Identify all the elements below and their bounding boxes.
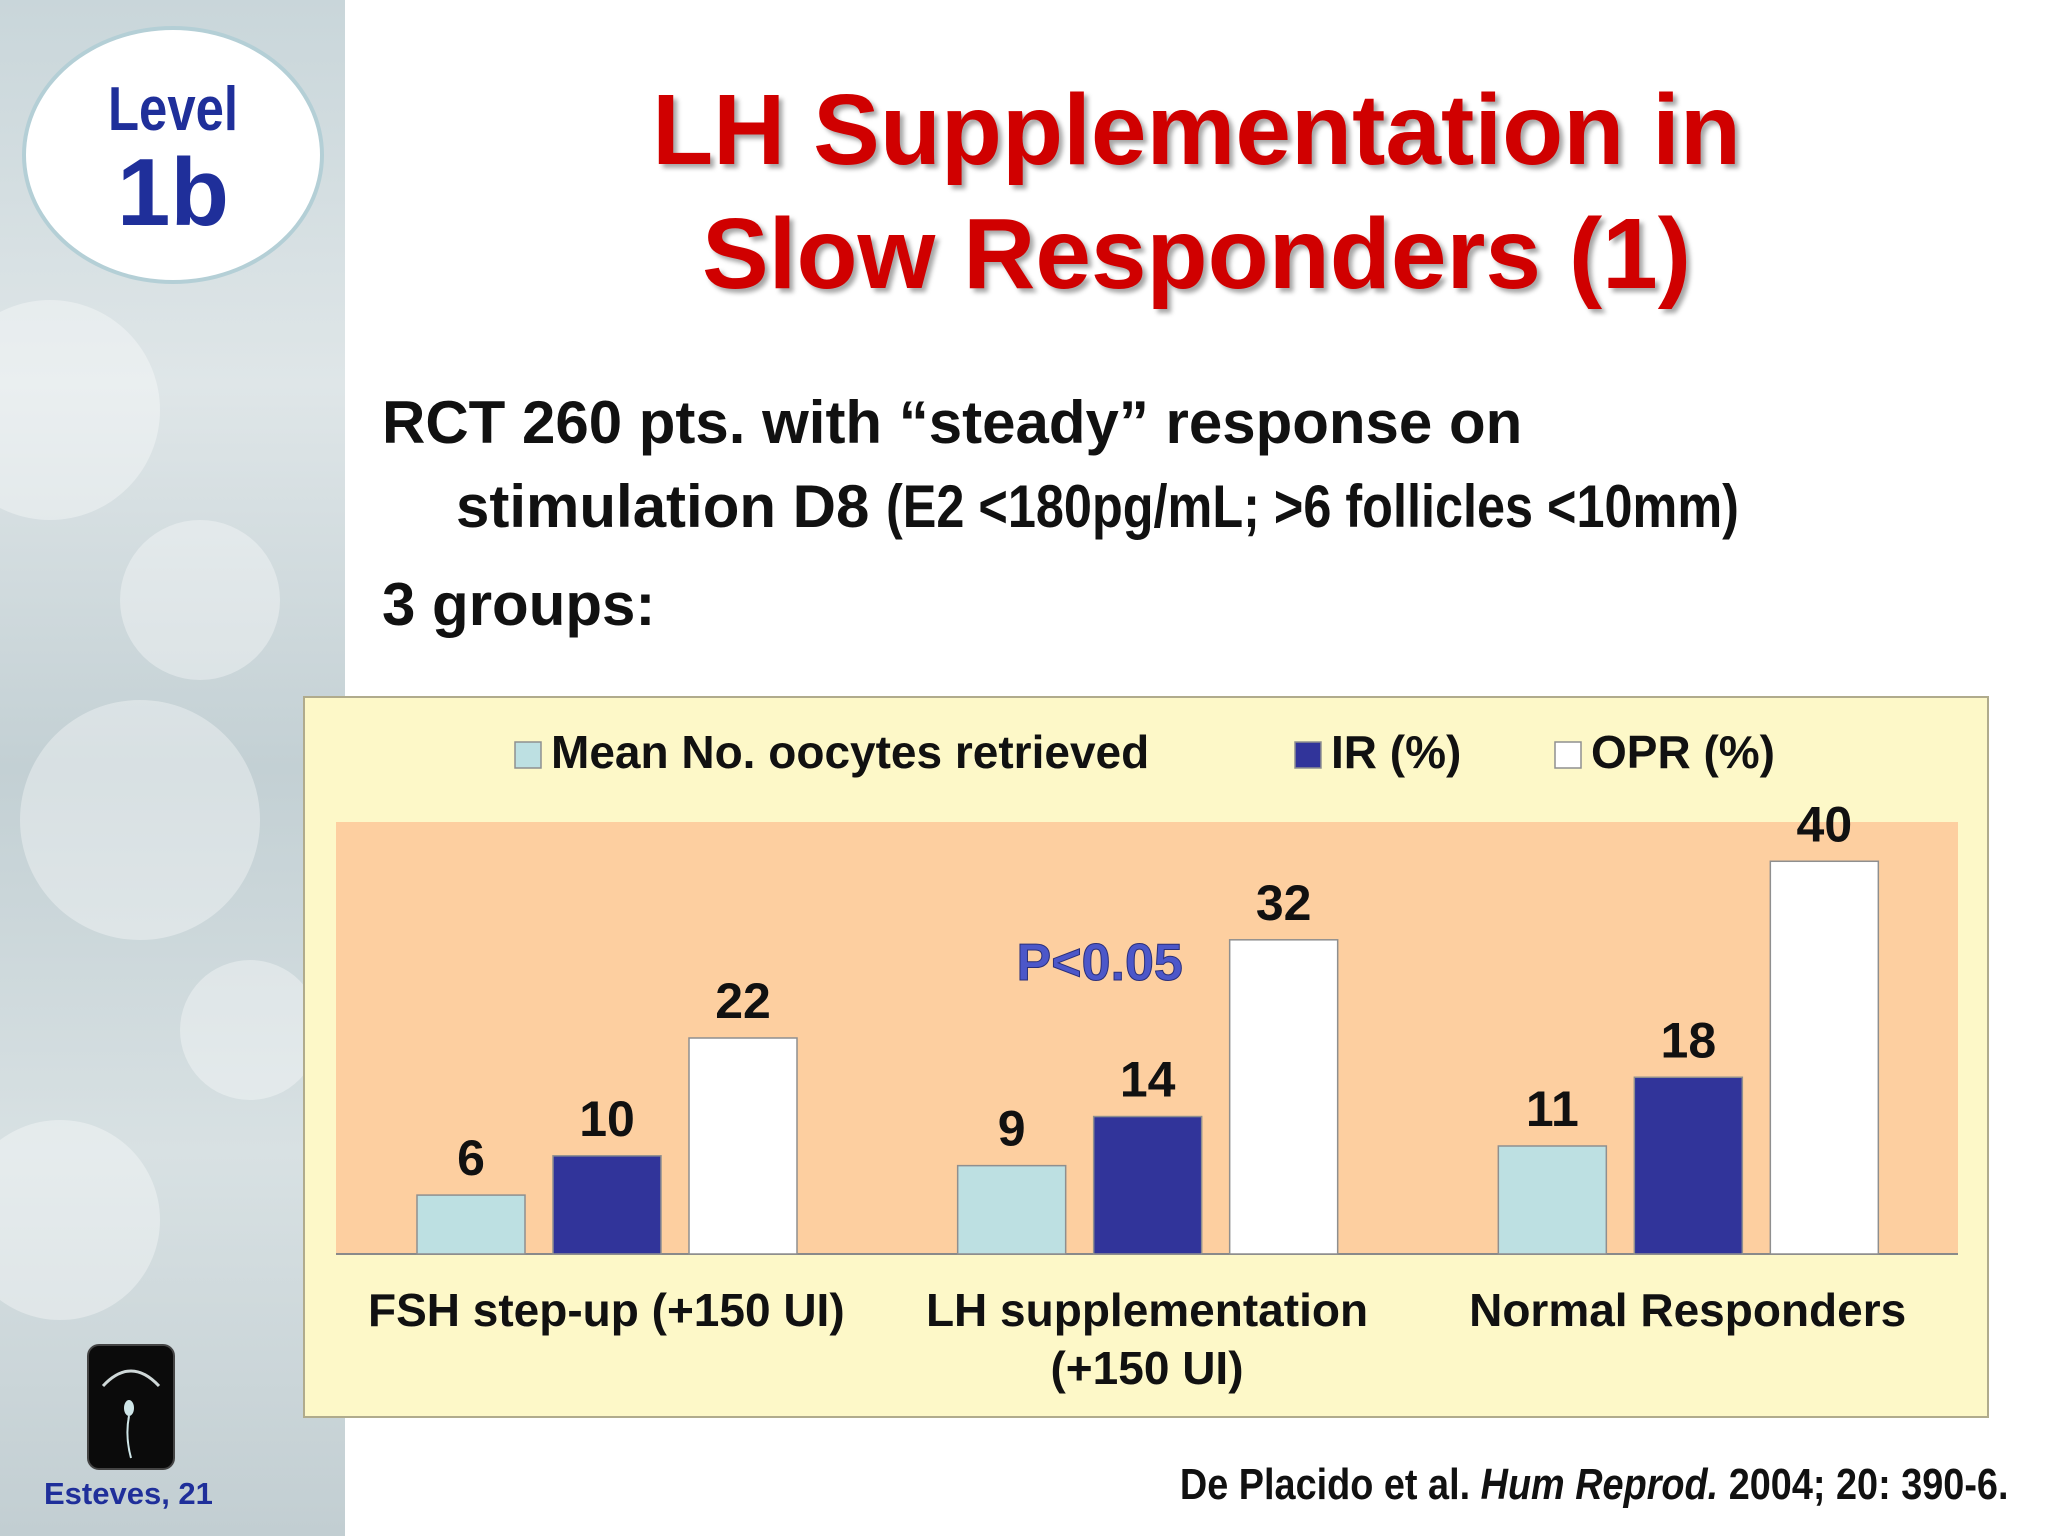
bar — [1228, 939, 1339, 1255]
bokeh-decoration — [180, 960, 320, 1100]
citation-authors: De Placido et al. — [1179, 1460, 1481, 1509]
sidebar-footer: Esteves, 21 — [44, 1476, 213, 1511]
bokeh-decoration — [120, 520, 280, 680]
level-badge: Level 1b — [22, 26, 324, 284]
data-label: 14 — [1120, 1052, 1176, 1108]
citation: De Placido et al. Hum Reprod. 2004; 20: … — [1179, 1460, 2008, 1510]
level-value: 1b — [116, 139, 230, 246]
data-label: 40 — [1797, 796, 1853, 852]
bar — [688, 1037, 798, 1255]
bar — [1769, 860, 1880, 1255]
category-label: Normal Responders — [1469, 1284, 1906, 1336]
data-label: 10 — [579, 1091, 635, 1147]
body-line-3: 3 groups: — [382, 571, 656, 638]
legend-swatch — [1554, 741, 1582, 769]
bokeh-decoration — [20, 700, 260, 940]
bokeh-decoration — [0, 1120, 160, 1320]
bokeh-decoration — [0, 300, 160, 520]
data-label: 18 — [1661, 1012, 1717, 1068]
data-label: 9 — [998, 1101, 1026, 1157]
bar — [552, 1155, 662, 1255]
legend-swatch — [514, 741, 542, 769]
bar — [956, 1164, 1067, 1255]
body-line-2: stimulation D8 (E2 <180pg/mL; >6 follicl… — [456, 472, 1902, 541]
body-line-1: RCT 260 pts. with “steady” response on — [382, 389, 1523, 456]
data-label: 22 — [715, 973, 771, 1029]
category-label: (+150 UI) — [1050, 1342, 1243, 1394]
level-word: Level — [107, 75, 238, 144]
title-line: LH Supplementation in — [652, 74, 1741, 186]
legend-label: OPR (%) — [1591, 726, 1775, 778]
category-label: LH supplementation — [926, 1284, 1368, 1336]
sperm-logo-icon — [101, 1369, 161, 1459]
data-label: 11 — [1526, 1081, 1579, 1137]
data-label: 6 — [457, 1130, 485, 1186]
legend-label: Mean No. oocytes retrieved — [551, 726, 1149, 778]
legend-swatch — [1294, 741, 1322, 769]
chart-container: 6 10 22 FSH step-up (+150 UI) 9 14 32 LH supple… — [303, 696, 1989, 1418]
citation-journal: Hum Reprod. — [1480, 1460, 1718, 1509]
citation-details: 2004; 20: 390-6. — [1717, 1460, 2008, 1509]
bar-chart: 6 10 22 FSH step-up (+150 UI) 9 14 32 LH supple… — [336, 726, 1958, 1394]
body-line-2-main: stimulation D8 — [456, 473, 887, 540]
category-label: FSH step-up (+150 UI) — [368, 1284, 845, 1336]
bar — [1092, 1115, 1203, 1255]
legend-label: IR (%) — [1331, 726, 1461, 778]
slide-title: LH Supplementation in Slow Responders (1… — [345, 68, 2048, 316]
title-line: Slow Responders (1) — [701, 198, 1692, 310]
p-value-annotation: P<0.05 — [1017, 934, 1183, 992]
bar — [1633, 1076, 1744, 1255]
bar — [416, 1194, 526, 1255]
data-label: 32 — [1256, 875, 1312, 931]
sidebar-panel: Level 1b Esteves, 21 — [0, 0, 345, 1536]
bar — [1497, 1145, 1608, 1255]
logo — [87, 1344, 175, 1470]
body-line-2-condition: (E2 <180pg/mL; >6 follicles <10mm) — [886, 473, 1740, 540]
